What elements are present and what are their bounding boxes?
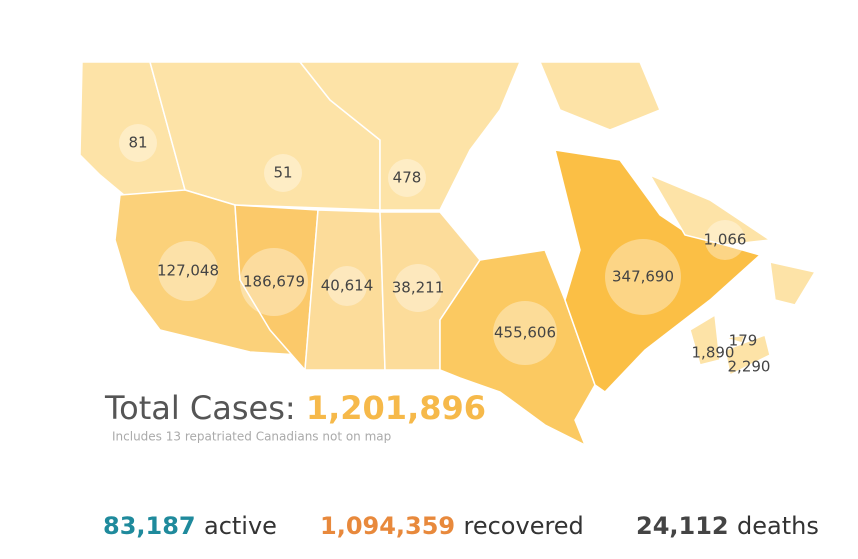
region-value: 1,066 xyxy=(704,231,747,249)
status-text: recovered xyxy=(463,512,584,540)
region-value: 455,606 xyxy=(494,324,556,342)
region-bubble xyxy=(119,124,157,162)
arctic-islands xyxy=(538,61,661,131)
total-value: 1,201,896 xyxy=(306,389,486,427)
region-value: 38,211 xyxy=(392,279,445,297)
region-value: 186,679 xyxy=(243,273,305,291)
map: 81 51 478 127,048 186,679 40,614 38,211 455,606… xyxy=(79,61,817,447)
nunavut xyxy=(298,61,522,211)
alberta xyxy=(234,204,319,372)
region-value: 1,890 xyxy=(692,344,735,362)
region-value: 127,048 xyxy=(157,262,219,280)
status-value: 1,094,359 xyxy=(320,512,456,540)
recovered-label: 1,094,359 recovered xyxy=(320,512,584,540)
region-labels: 81 51 478 127,048 186,679 40,614 38,211 455,606… xyxy=(119,124,770,376)
region-bubble xyxy=(705,220,745,260)
region-bubble xyxy=(158,241,218,301)
region-value: 2,290 xyxy=(728,358,771,376)
deaths-label: 24,112 deaths xyxy=(636,512,819,540)
region-bubble xyxy=(388,159,426,197)
new-brunswick xyxy=(689,313,721,366)
labrador xyxy=(648,173,773,246)
status-value: 83,187 xyxy=(103,512,196,540)
british-columbia xyxy=(114,189,302,356)
ontario xyxy=(439,249,596,447)
nova-scotia xyxy=(724,334,771,377)
status-value: 24,112 xyxy=(636,512,729,540)
region-value: 347,690 xyxy=(612,268,674,286)
region-bubble xyxy=(493,301,557,365)
active-label: 83,187 active xyxy=(103,512,277,540)
status-text: deaths xyxy=(736,512,819,540)
total-note: Includes 13 repatriated Canadians not on… xyxy=(112,430,391,444)
pei xyxy=(724,334,747,344)
region-bubble xyxy=(394,264,442,312)
region-bubble xyxy=(264,154,302,192)
region-bubble xyxy=(240,248,308,316)
region-value: 81 xyxy=(128,134,147,152)
region-bubble xyxy=(327,266,367,306)
region-bubble xyxy=(605,239,681,315)
status-text: active xyxy=(203,512,277,540)
region-value: 51 xyxy=(273,164,292,182)
newfoundland xyxy=(769,261,817,306)
region-value: 40,614 xyxy=(321,277,374,295)
total-text: Total Cases: xyxy=(104,389,296,427)
quebec xyxy=(553,149,762,393)
total-title: Total Cases: 1,201,896 xyxy=(104,389,486,427)
region-value: 478 xyxy=(393,169,422,187)
region-value: 179 xyxy=(729,332,758,350)
provinces xyxy=(79,61,817,447)
